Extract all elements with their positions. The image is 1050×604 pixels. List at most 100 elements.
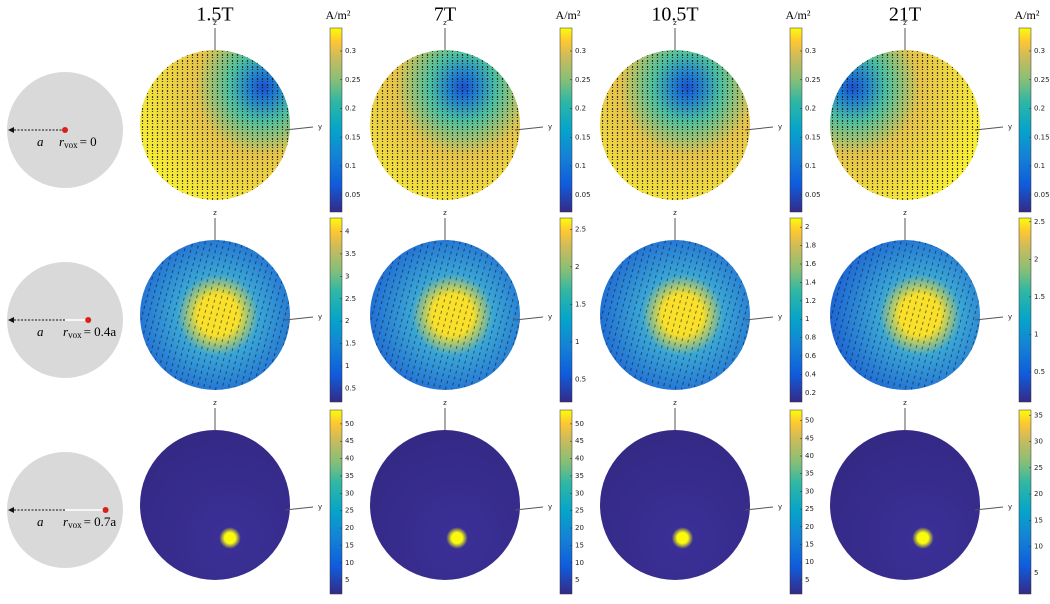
colorbar-tick-label: 45 bbox=[575, 437, 584, 445]
colorbar-tick-label: 0.2 bbox=[805, 389, 816, 397]
colorbar-tick-label: 0.1 bbox=[805, 162, 816, 170]
colorbar-tick-label: 0.25 bbox=[805, 76, 821, 84]
y-axis bbox=[514, 316, 544, 321]
colorbar-tick-label: 1.5 bbox=[345, 340, 356, 348]
y-axis bbox=[284, 316, 314, 321]
y-axis-label: y bbox=[318, 123, 322, 131]
z-axis-label: z bbox=[443, 209, 447, 217]
sphere bbox=[830, 430, 980, 580]
colorbar bbox=[559, 27, 573, 213]
z-axis-label: z bbox=[673, 19, 677, 27]
current-arrows bbox=[600, 240, 750, 390]
colorbar-tick-label: 5 bbox=[575, 576, 579, 584]
colorbar-tick-label: 0.05 bbox=[345, 191, 361, 199]
y-axis-label: y bbox=[778, 123, 782, 131]
unit-label: A/m² bbox=[556, 8, 581, 22]
colorbar-tick-label: 30 bbox=[1034, 438, 1043, 446]
current-arrows bbox=[370, 240, 520, 390]
unit-label: A/m² bbox=[1015, 8, 1040, 22]
colorbar-tick-label: 0.1 bbox=[575, 162, 586, 170]
y-axis-label: y bbox=[778, 503, 782, 511]
colorbar-tick-label: 15 bbox=[1034, 516, 1043, 524]
current-arrows bbox=[370, 50, 520, 200]
colorbar-tick-label: 0.2 bbox=[1034, 105, 1045, 113]
colorbar-tick-label: 20 bbox=[1034, 490, 1043, 498]
colorbar-tick-label: 25 bbox=[1034, 464, 1043, 472]
y-axis-label: y bbox=[778, 313, 782, 321]
r-symbol: r bbox=[63, 324, 69, 339]
colorbar-tick-label: 35 bbox=[1034, 411, 1043, 419]
sphere bbox=[370, 430, 520, 580]
colorbar-tick-label: 35 bbox=[575, 472, 584, 480]
radius-symbol: a bbox=[37, 134, 44, 149]
colorbar-tick-label: 0.05 bbox=[805, 191, 821, 199]
r-symbol: r bbox=[63, 514, 69, 529]
colorbar-tick-label: 1.4 bbox=[805, 278, 817, 286]
y-axis-label: y bbox=[548, 313, 552, 321]
colorbar-tick-label: 1 bbox=[345, 362, 349, 370]
colorbar-tick-label: 3.5 bbox=[345, 250, 356, 258]
colorbar-tick-label: 1.8 bbox=[805, 242, 816, 250]
colorbar-tick-label: 30 bbox=[345, 489, 354, 497]
colorbar-tick-label: 0.8 bbox=[805, 334, 816, 342]
y-axis bbox=[974, 506, 1004, 511]
colorbar-tick-label: 2 bbox=[1034, 255, 1038, 263]
colorbar-tick-label: 2 bbox=[575, 263, 579, 271]
y-axis-label: y bbox=[1008, 123, 1012, 131]
colorbar-tick-label: 3 bbox=[345, 272, 349, 280]
colorbar bbox=[329, 27, 343, 213]
z-axis-label: z bbox=[903, 209, 907, 217]
z-axis-label: z bbox=[443, 19, 447, 27]
z-axis-label: z bbox=[213, 209, 217, 217]
current-arrows bbox=[830, 240, 980, 390]
colorbar-tick-label: 0.2 bbox=[575, 105, 586, 113]
radius-symbol: a bbox=[37, 514, 44, 529]
colorbar bbox=[559, 217, 573, 403]
colorbar-tick-label: 2 bbox=[805, 223, 809, 231]
colorbar-tick-label: 50 bbox=[575, 420, 584, 428]
colorbar-tick-label: 10 bbox=[575, 559, 584, 567]
colorbar-tick-label: 0.3 bbox=[345, 47, 356, 55]
colorbar-tick-label: 0.25 bbox=[575, 76, 591, 84]
colorbar-tick-label: 0.5 bbox=[1034, 368, 1045, 376]
colorbar-tick-label: 0.2 bbox=[345, 105, 356, 113]
colorbar-tick-label: 20 bbox=[805, 523, 814, 531]
r-value: = 0.4a bbox=[84, 324, 117, 339]
y-axis-label: y bbox=[318, 503, 322, 511]
r-vox-label: rvox = 0 bbox=[59, 134, 97, 150]
colorbar-tick-label: 50 bbox=[805, 417, 814, 425]
z-axis-label: z bbox=[903, 19, 907, 27]
colorbar-tick-label: 50 bbox=[345, 420, 354, 428]
y-axis bbox=[284, 126, 314, 131]
y-axis bbox=[974, 126, 1004, 131]
r-vox-label: rvox = 0.7a bbox=[63, 514, 116, 530]
colorbar-tick-label: 0.6 bbox=[805, 352, 817, 360]
column-title: 7T bbox=[434, 4, 456, 26]
colorbar-tick-label: 0.05 bbox=[575, 191, 591, 199]
voxel-dot bbox=[62, 127, 68, 133]
colorbar bbox=[1018, 27, 1032, 213]
colorbar-tick-label: 0.15 bbox=[345, 133, 361, 141]
colorbar-tick-label: 15 bbox=[345, 541, 354, 549]
colorbar-tick-label: 30 bbox=[575, 489, 584, 497]
z-axis-label: z bbox=[443, 399, 447, 407]
unit-label: A/m² bbox=[326, 8, 351, 22]
r-value: = 0.7a bbox=[84, 514, 117, 529]
colorbar-tick-label: 5 bbox=[1034, 569, 1038, 577]
colorbar-tick-label: 30 bbox=[805, 487, 814, 495]
colorbar bbox=[1018, 217, 1032, 403]
current-arrows bbox=[600, 50, 750, 200]
colorbar-tick-label: 1.5 bbox=[1034, 293, 1045, 301]
colorbar-tick-label: 0.5 bbox=[345, 385, 356, 393]
current-arrows bbox=[140, 50, 290, 200]
y-axis-label: y bbox=[1008, 313, 1012, 321]
colorbar-tick-label: 2.5 bbox=[345, 295, 356, 303]
colorbar-tick-label: 45 bbox=[805, 434, 814, 442]
colorbar-tick-label: 15 bbox=[575, 541, 584, 549]
r-subscript: vox bbox=[68, 330, 82, 340]
colorbar-tick-label: 0.25 bbox=[1034, 76, 1050, 84]
current-arrows bbox=[830, 50, 980, 200]
colorbar-tick-label: 35 bbox=[345, 472, 354, 480]
y-axis bbox=[514, 506, 544, 511]
